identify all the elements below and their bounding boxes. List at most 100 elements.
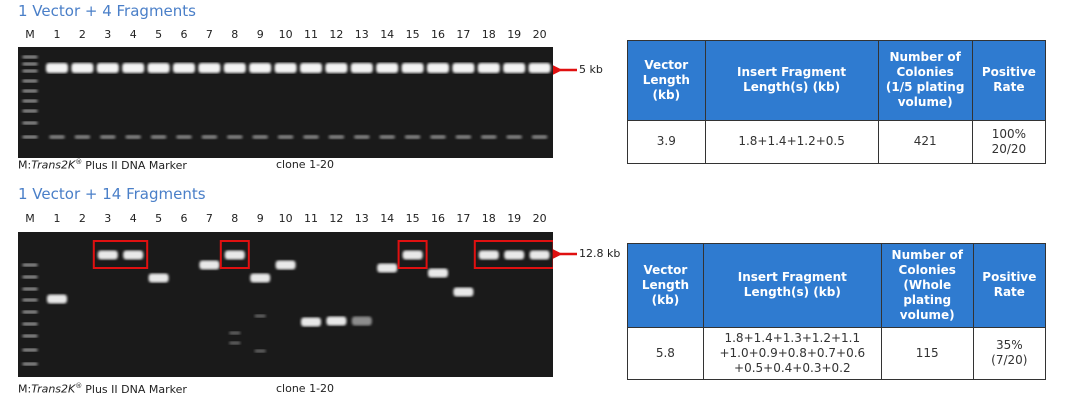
- band: [277, 135, 294, 139]
- band: [22, 109, 38, 113]
- band: [455, 135, 472, 139]
- band: [198, 63, 221, 73]
- highlight-box: [92, 240, 149, 269]
- cell-line: 421: [913, 134, 937, 149]
- band: [430, 135, 446, 139]
- data-row: 5.8 1.8+1.4+1.3+1.2+1.1 +1.0+0.9+0.8+0.7+0…: [627, 326, 1047, 381]
- band: [274, 63, 297, 73]
- band: [228, 331, 241, 335]
- band: [404, 135, 421, 139]
- band: [224, 250, 245, 260]
- band: [300, 63, 322, 73]
- gel-image: [18, 232, 553, 377]
- band: [46, 63, 68, 73]
- lane-label: 10: [278, 28, 293, 41]
- size-label: 5 kb: [579, 63, 603, 76]
- lane-label: 10: [278, 212, 293, 225]
- lane-label: 2: [78, 212, 86, 225]
- band: [376, 63, 399, 73]
- data-cell: 1.8+1.4+1.2+0.5: [704, 119, 879, 165]
- marker-name: Trans2K: [31, 382, 76, 396]
- cell-line: 20/20: [991, 141, 1027, 156]
- band: [47, 294, 67, 304]
- band: [96, 63, 119, 73]
- result-table: Vector Length (kb) Insert Fragment Length…: [627, 243, 1047, 381]
- band: [250, 273, 271, 283]
- band: [22, 263, 38, 267]
- lane-label: 5: [155, 212, 163, 225]
- lane-label: 6: [180, 212, 188, 225]
- lane-label: 7: [205, 212, 213, 225]
- marker-name: Trans2K: [31, 158, 76, 172]
- lane-label: 13: [354, 212, 369, 225]
- cell-line: (7/20): [991, 353, 1028, 368]
- lane-label: 12: [329, 28, 344, 41]
- lane-label: 9: [256, 212, 264, 225]
- band: [503, 63, 526, 73]
- data-cell: 421: [877, 119, 973, 165]
- cell-line: 5.8: [655, 345, 675, 360]
- band: [22, 334, 38, 338]
- band: [22, 99, 38, 103]
- data-cell: 115: [880, 326, 974, 381]
- band: [353, 135, 370, 139]
- size-label: 12.8 kb: [579, 247, 621, 260]
- lane-label: 9: [256, 28, 264, 41]
- lane-label: 17: [456, 212, 471, 225]
- band: [22, 298, 38, 302]
- band: [97, 250, 118, 260]
- marker-reg: ®: [75, 382, 83, 390]
- band: [326, 316, 347, 326]
- header-cell: Number of Colonies (1/5 plating volume): [877, 40, 973, 121]
- lane-label: 5: [155, 28, 163, 41]
- band: [201, 135, 218, 139]
- band: [226, 135, 243, 139]
- band: [99, 135, 116, 139]
- lane-label: 6: [180, 28, 188, 41]
- band: [254, 314, 267, 318]
- lane-label: 12: [329, 212, 344, 225]
- header-row: Vector Length (kb) Insert Fragment Length…: [627, 40, 1047, 121]
- lane-label: 18: [481, 28, 496, 41]
- band: [401, 63, 424, 73]
- data-cell: 35% (7/20): [972, 326, 1047, 381]
- marker-prefix: M:: [18, 382, 32, 396]
- band: [147, 63, 170, 73]
- cell-line: 35%: [996, 338, 1023, 353]
- band: [351, 316, 372, 326]
- band: [377, 263, 398, 273]
- band: [22, 362, 38, 366]
- marker-prefix: M:: [18, 158, 32, 172]
- highlight-box: [397, 240, 428, 269]
- lane-label: 2: [78, 28, 86, 41]
- data-cell: 1.8+1.4+1.3+1.2+1.1 +1.0+0.9+0.8+0.7+0.6 +…: [702, 326, 882, 381]
- lane-label: 16: [431, 28, 445, 41]
- lane-label: 3: [104, 28, 112, 41]
- band: [506, 135, 523, 139]
- band: [528, 63, 551, 73]
- band: [125, 135, 142, 139]
- band: [275, 260, 296, 270]
- band: [71, 63, 94, 73]
- cell-line: +0.5+0.4+0.3+0.2: [734, 360, 851, 375]
- section-title: 1 Vector + 4 Fragments: [18, 2, 196, 20]
- header-cell: Positive Rate: [971, 40, 1047, 121]
- marker-suffix: Plus II DNA Marker: [85, 382, 187, 396]
- result-table: Vector Length (kb) Insert Fragment Length…: [627, 40, 1047, 165]
- band: [477, 63, 500, 73]
- lane-label: 4: [129, 212, 137, 225]
- header-cell: Insert Fragment Length(s) (kb): [702, 243, 882, 328]
- marker-caption: M:Trans2K® Plus II DNA Marker: [18, 158, 187, 172]
- gel-image: [18, 47, 553, 158]
- band: [478, 250, 499, 260]
- band: [428, 268, 448, 278]
- band: [301, 317, 321, 327]
- marker-caption: M:Trans2K® Plus II DNA Marker: [18, 382, 187, 396]
- cell-line: 115: [915, 345, 939, 360]
- header-row: Vector Length (kb) Insert Fragment Length…: [627, 243, 1047, 328]
- lane-label: 1: [53, 212, 61, 225]
- lane-label: 8: [231, 212, 239, 225]
- lane-label: 14: [380, 212, 395, 225]
